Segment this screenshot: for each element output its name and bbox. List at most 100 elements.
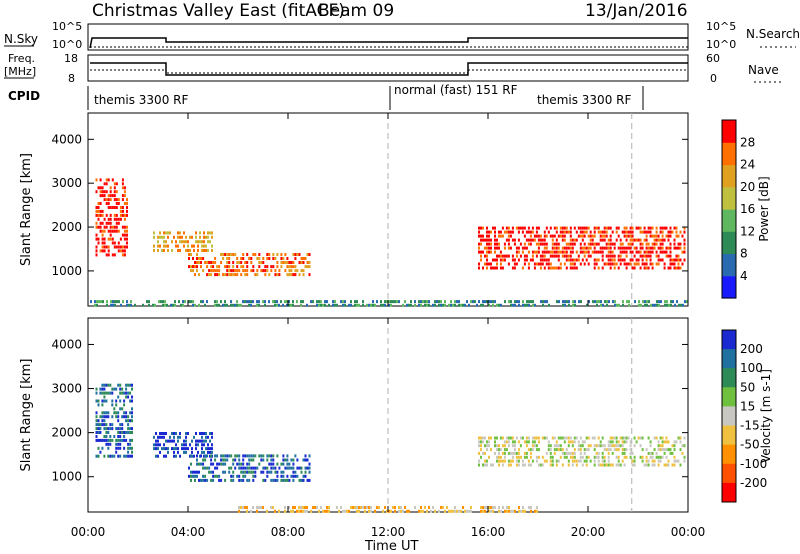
- data-cell: [306, 303, 308, 307]
- data-cell: [264, 265, 267, 269]
- data-cell: [298, 478, 301, 482]
- data-cell: [340, 506, 342, 509]
- data-cell: [123, 391, 126, 395]
- data-cell: [515, 254, 518, 258]
- data-cell: [220, 478, 223, 482]
- data-cell: [513, 440, 516, 444]
- data-cell: [126, 241, 128, 245]
- data-cell: [344, 303, 346, 307]
- data-cell: [488, 436, 490, 440]
- data-cell: [270, 466, 273, 470]
- data-cell: [651, 262, 654, 266]
- y-tick-label: 4000: [51, 132, 82, 146]
- data-cell: [547, 250, 550, 254]
- data-cell: [153, 435, 155, 439]
- data-cell: [183, 439, 185, 443]
- data-cell: [569, 246, 572, 250]
- data-cell: [153, 244, 155, 248]
- data-cell: [113, 253, 116, 257]
- data-cell: [638, 303, 640, 307]
- data-cell: [125, 383, 128, 387]
- data-cell: [664, 300, 666, 304]
- data-cell: [535, 436, 538, 440]
- data-cell: [211, 249, 213, 252]
- data-cell: [511, 266, 514, 270]
- data-cell: [657, 258, 660, 262]
- data-cell: [250, 300, 252, 304]
- data-cell: [115, 450, 118, 454]
- data-cell: [392, 506, 394, 509]
- data-cell: [224, 470, 227, 474]
- data-cell: [667, 246, 670, 250]
- data-cell: [169, 439, 171, 443]
- data-cell: [240, 478, 243, 482]
- data-cell: [173, 447, 175, 451]
- data-cell: [159, 244, 161, 248]
- data-cell: [230, 269, 233, 273]
- data-cell: [202, 458, 205, 462]
- data-cell: [659, 258, 662, 262]
- data-cell: [501, 459, 504, 463]
- data-cell: [103, 423, 106, 427]
- data-cell: [583, 242, 586, 246]
- data-cell: [179, 454, 181, 458]
- data-cell: [519, 436, 522, 440]
- nave-tick-top: 60: [706, 52, 720, 65]
- data-cell: [111, 194, 114, 198]
- data-cell: [214, 303, 216, 307]
- data-cell: [625, 266, 628, 270]
- data-cell: [384, 303, 386, 307]
- data-cell: [525, 455, 528, 459]
- data-cell: [641, 254, 644, 258]
- data-cell: [185, 435, 187, 439]
- data-cell: [579, 444, 582, 448]
- data-cell: [611, 262, 614, 266]
- data-cell: [625, 436, 628, 440]
- data-cell: [561, 436, 564, 440]
- data-cell: [669, 451, 672, 455]
- data-cell: [645, 246, 648, 250]
- data-cell: [631, 226, 634, 230]
- data-cell: [637, 250, 640, 254]
- power-colorbar-label: Power [dB]: [757, 176, 771, 241]
- data-cell: [539, 254, 542, 258]
- data-cell: [113, 198, 116, 202]
- data-cell: [228, 470, 231, 474]
- data-cell: [99, 225, 102, 229]
- data-cell: [648, 300, 650, 304]
- data-cell: [478, 226, 480, 230]
- data-cell: [270, 478, 273, 482]
- data-cell: [111, 178, 114, 182]
- data-cell: [617, 440, 620, 444]
- data-cell: [117, 419, 120, 423]
- data-cell: [216, 303, 218, 307]
- data-cell: [601, 463, 604, 467]
- data-cell: [127, 419, 130, 423]
- data-cell: [503, 448, 506, 452]
- data-cell: [111, 454, 114, 458]
- data-cell: [95, 387, 98, 391]
- data-cell: [171, 439, 173, 443]
- data-cell: [276, 462, 279, 466]
- data-cell: [167, 439, 169, 443]
- data-cell: [625, 254, 628, 258]
- data-cell: [621, 250, 624, 254]
- data-cell: [203, 450, 205, 454]
- data-cell: [618, 303, 620, 307]
- data-cell: [96, 303, 98, 307]
- data-cell: [206, 265, 209, 269]
- data-cell: [522, 506, 524, 509]
- data-cell: [97, 217, 100, 221]
- data-cell: [535, 455, 538, 459]
- data-cell: [153, 231, 155, 235]
- data-cell: [654, 303, 656, 307]
- data-cell: [131, 411, 133, 415]
- data-cell: [645, 250, 648, 254]
- data-cell: [673, 448, 676, 452]
- data-cell: [639, 246, 642, 250]
- data-cell: [490, 250, 492, 254]
- data-cell: [488, 509, 490, 513]
- data-cell: [627, 262, 630, 266]
- data-cell: [252, 265, 255, 269]
- data-cell: [603, 262, 606, 266]
